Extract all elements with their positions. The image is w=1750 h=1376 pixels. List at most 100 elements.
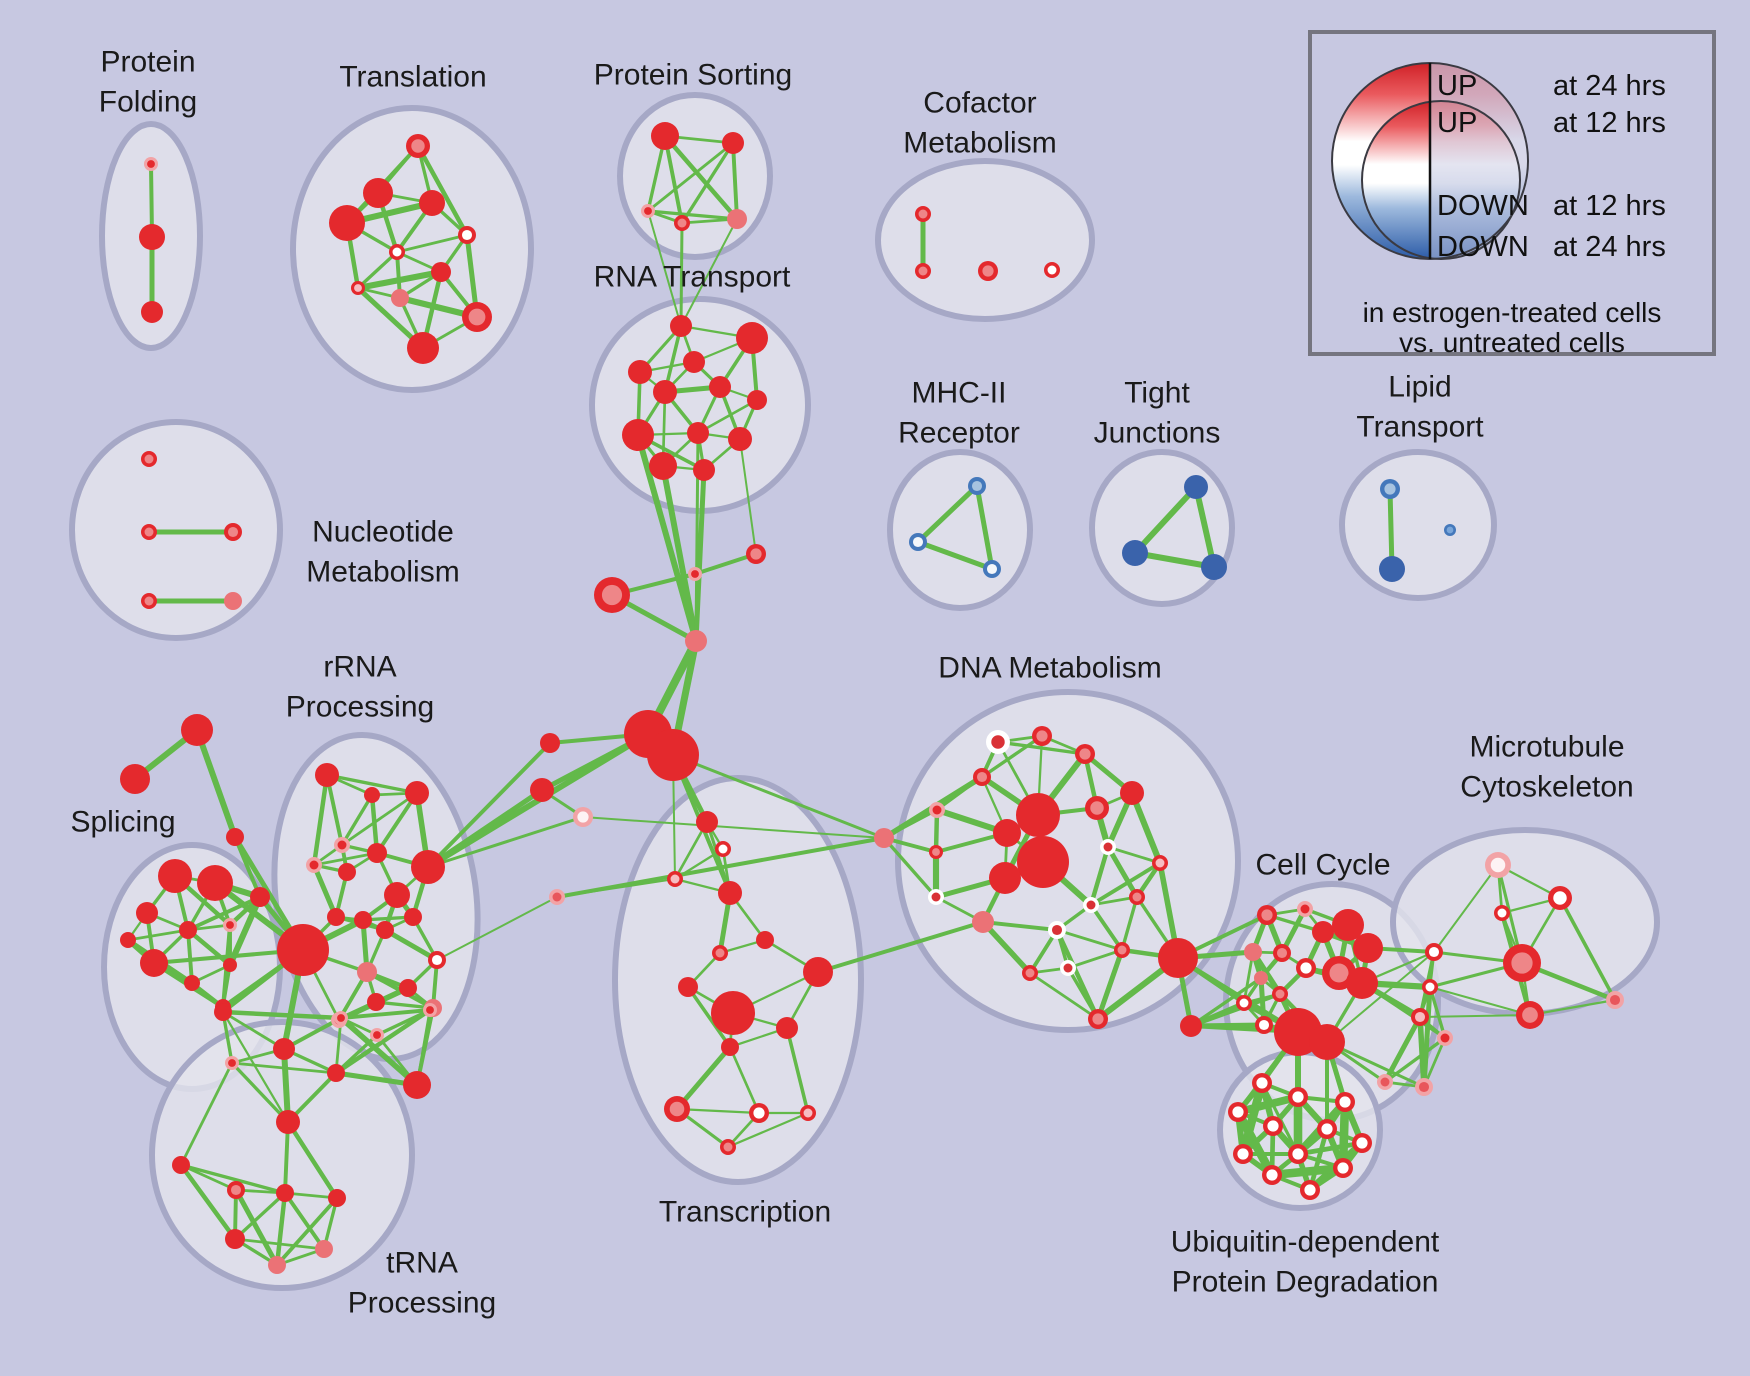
gene-node [1017,836,1069,888]
gene-node [223,958,237,972]
gene-node [428,951,446,969]
edge [646,141,735,213]
gene-node [1516,1001,1544,1029]
wr-node-core [1063,963,1073,973]
gene-node [1158,938,1198,978]
pr-node-core [691,570,699,578]
r-node-ring [622,419,654,451]
pr-node-core [226,921,234,929]
bw-node-core [986,563,998,575]
edge [311,862,339,920]
gene-node [664,1096,690,1122]
ls-node-ring [391,289,409,307]
r-node-ring [431,262,451,282]
edge [785,1026,810,1115]
r-node-ring [197,865,233,901]
r-node-ring [120,764,150,794]
gene-node [622,419,654,451]
gene-node [736,322,768,354]
gene-node [756,931,774,949]
r-node-ring [687,422,709,444]
gene-node [1114,942,1130,958]
rl-node-core [918,266,928,276]
edge [647,210,682,327]
cluster-label-tight: Tight [1124,377,1190,410]
pr-node-core [228,1059,236,1067]
gene-node [874,828,894,848]
gene-node [647,729,699,781]
legend-up12-label: UP [1437,107,1477,139]
r-node-ring [184,975,200,991]
cluster-label-translation: Translation [339,61,486,94]
ls-node-ring [972,911,994,933]
edge [1387,486,1395,572]
gene-node [1152,855,1168,871]
gene-node [136,902,158,924]
gene-node [1503,944,1541,982]
r-node-ring [327,908,345,926]
pr-node-core [1440,1033,1450,1043]
rl-node-core [411,139,425,153]
gene-node [338,863,356,881]
gene-node [1273,944,1291,962]
gene-node [364,787,380,803]
ls-node-ring [685,630,707,652]
r-node-ring [273,1038,295,1060]
rl-node-core [1261,909,1273,921]
edge [233,1187,280,1268]
gene-node [268,1256,286,1274]
edge [283,1191,326,1251]
rl-node-core [1275,989,1285,999]
legend-down12-time: at 12 hrs [1553,190,1666,222]
gene-node [1075,744,1095,764]
edge [731,141,739,221]
pr-node-core [426,1006,434,1014]
edge [186,895,262,932]
gene-node [909,533,927,551]
edge [374,1000,435,1010]
edge [274,1190,288,1268]
gene-node [250,887,270,907]
rw-node-core [1337,1162,1349,1174]
edge [1028,971,1100,1021]
edge [1128,789,1164,867]
r-node-ring [1120,781,1144,805]
cluster-label-mhc2: Receptor [898,417,1020,450]
r-node-ring [1346,967,1378,999]
edge [281,1046,291,1125]
gene-node [1437,1030,1453,1046]
pr-node-core [337,1014,345,1022]
r-node-ring [158,859,192,893]
gene-node [328,1189,346,1207]
cluster-label-protein_sorting: Protein Sorting [594,59,792,92]
cluster-label-nucleotide: Nucleotide [312,516,454,549]
gene-node [929,802,945,818]
rw-node-core [1258,1019,1270,1031]
pr-node-core [1300,904,1310,914]
legend-inner-ring-saturated [1362,101,1430,259]
bs-node-core [1446,526,1454,534]
gene-node [277,924,329,976]
ls-node-ring [874,828,894,848]
r-node-ring [327,1064,345,1082]
edge [674,1044,733,1112]
gene-node [1100,839,1116,855]
rp-node-core [1414,1011,1426,1023]
r-node-ring [419,190,445,216]
gene-node [989,862,1021,894]
legend-footer-line2: vs. untreated cells [1399,327,1625,358]
gene-node [1257,905,1277,925]
rw-node-core [1321,1123,1333,1135]
module-ellipse-lipid [1339,449,1497,601]
r-node-ring [696,811,718,833]
r-node-ring [721,1038,739,1056]
r-node-ring [803,957,833,987]
edge [1189,992,1282,1028]
gene-node [653,380,677,404]
gene-node [1048,921,1066,939]
edge [635,432,699,644]
gene-node [276,1110,300,1134]
rl-node-core [1511,952,1533,974]
r-node-ring [411,850,445,884]
gene-node [1548,886,1572,910]
